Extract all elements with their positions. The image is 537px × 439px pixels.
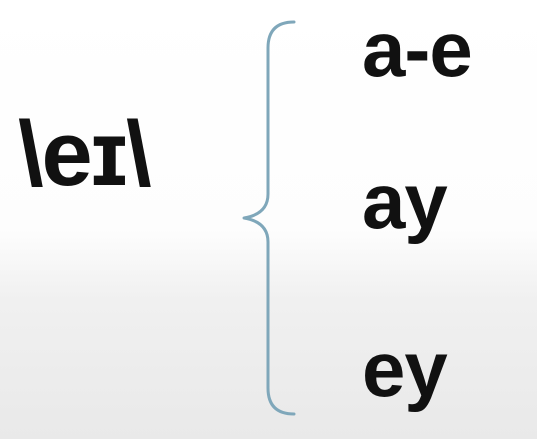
- spelling-item-ey: ey: [362, 325, 448, 413]
- curly-brace-path: [242, 20, 296, 416]
- phoneme-label: \eɪ\: [18, 103, 152, 205]
- spelling-item-ay: ay: [362, 157, 448, 245]
- curly-brace: [242, 20, 296, 416]
- spelling-item-a-e: a-e: [362, 5, 473, 93]
